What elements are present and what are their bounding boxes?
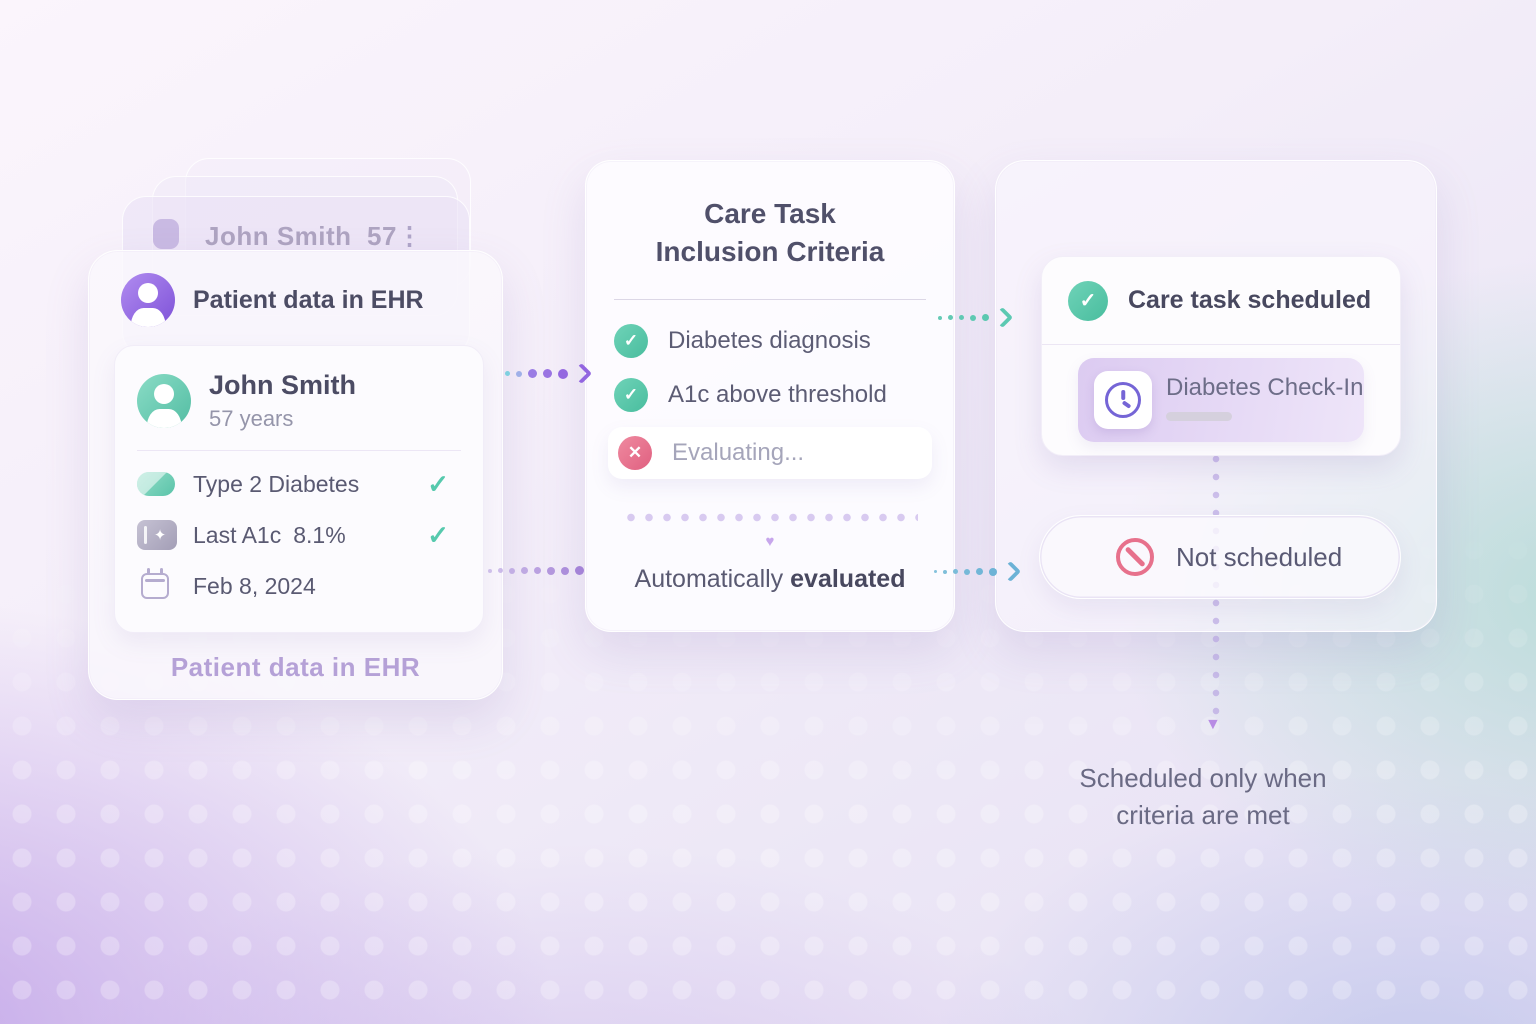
chevron-right-icon: [570, 362, 593, 385]
footer-normal-text: Automatically: [634, 565, 784, 593]
criteria-title-line1: Care Task: [704, 198, 836, 229]
task-progress-bar: [1166, 412, 1232, 421]
x-circle-icon: ✕: [618, 436, 652, 470]
calendar-icon: [141, 568, 169, 599]
patient-avatar-icon: [137, 374, 191, 428]
check-circle-icon: ✓: [1068, 280, 1108, 321]
footnote-line2: criteria are met: [1116, 800, 1290, 830]
dotted-connector-patient-to-evaluated: [488, 566, 584, 575]
footer-bold-text: evaluated: [790, 565, 906, 593]
criteria-item-diagnosis: ✓ Diabetes diagnosis: [614, 319, 932, 363]
patient-detail-card: John Smith 57 years Type 2 Diabetes ✓ ✦ …: [114, 345, 484, 633]
scheduled-card: ✓ Care task scheduled Diabetes Check-In: [1041, 256, 1401, 456]
task-icon-box: [1094, 371, 1152, 429]
flow-arrow-patient-to-criteria: [505, 362, 593, 385]
criteria-title-line2: Inclusion Criteria: [655, 236, 885, 267]
chevron-right-icon: [991, 306, 1014, 329]
diagnosis-row: Type 2 Diabetes ✓: [137, 466, 461, 502]
a1c-card-icon: ✦: [137, 520, 177, 550]
patient-card-title: Patient data in EHR: [193, 285, 424, 314]
chevron-right-icon: [999, 560, 1022, 583]
diagnosis-label: Type 2 Diabetes: [193, 470, 360, 497]
date-label: Feb 8, 2024: [193, 572, 316, 599]
criteria-item-label: A1c above threshold: [668, 381, 887, 408]
person-glyph: [121, 273, 175, 327]
criteria-item-a1c: ✓ A1c above threshold: [614, 373, 932, 417]
user-avatar-icon: [121, 273, 175, 327]
check-icon: ✓: [427, 519, 449, 550]
check-icon: ✓: [427, 468, 449, 499]
kebab-menu-icon[interactable]: ⋮: [396, 222, 422, 250]
date-row: Feb 8, 2024: [137, 568, 461, 604]
patient-card-caption: Patient data in EHR: [170, 652, 421, 682]
patient-card: Patient data in EHR John Smith 57 years …: [88, 250, 503, 700]
flow-arrow-criteria-to-scheduled: [938, 306, 1014, 329]
star-glyph: ✦: [153, 526, 167, 544]
a1c-label: Last A1c: [193, 521, 282, 548]
dotted-divider: [622, 513, 918, 522]
not-scheduled-pill: Not scheduled: [1039, 515, 1401, 599]
footnote: Scheduled only when criteria are met: [1003, 760, 1403, 834]
footnote-line1: Scheduled only when: [1079, 763, 1327, 793]
pill-icon: [137, 472, 175, 496]
ghost-name-text: John Smith: [205, 221, 352, 251]
scheduled-title: Care task scheduled: [1128, 286, 1372, 314]
check-circle-icon: ✓: [614, 378, 648, 412]
criteria-footer: Automatically evaluated: [586, 565, 954, 594]
clock-icon: [1105, 382, 1141, 418]
patient-age: 57 years: [209, 406, 294, 431]
task-name: Diabetes Check-In: [1166, 374, 1364, 401]
heart-icon: ♥: [765, 533, 775, 550]
check-circle-icon: ✓: [614, 324, 648, 358]
down-arrowhead-icon: ▼: [1205, 716, 1221, 733]
person-glyph: [137, 374, 191, 428]
criteria-card: Care Task Inclusion Criteria ✓ Diabetes …: [585, 160, 955, 632]
criteria-item-evaluating: ✕ Evaluating...: [608, 427, 932, 479]
flow-arrow-criteria-to-notscheduled: [934, 560, 1022, 583]
a1c-row: ✦ Last A1c 8.1% ✓: [137, 517, 461, 553]
prohibition-icon: [1116, 538, 1154, 576]
patient-card-header: Patient data in EHR: [89, 251, 502, 327]
patient-name: John Smith: [209, 370, 356, 400]
ghost-age-text: 57: [367, 221, 397, 251]
evaluating-label: Evaluating...: [672, 439, 805, 466]
divider: [614, 299, 926, 300]
criteria-card-title: Care Task Inclusion Criteria: [586, 195, 954, 271]
task-row: Diabetes Check-In: [1078, 358, 1364, 442]
criteria-item-label: Diabetes diagnosis: [668, 327, 871, 354]
patient-profile-row: John Smith 57 years: [137, 370, 461, 432]
ghost-patient-name: John Smith 57: [205, 219, 397, 252]
ghost-avatar-icon: [153, 219, 179, 249]
a1c-value: 8.1%: [293, 521, 346, 548]
outcome-card: ✓ Care task scheduled Diabetes Check-In …: [995, 160, 1437, 632]
scheduled-header: ✓ Care task scheduled: [1042, 257, 1400, 345]
not-scheduled-label: Not scheduled: [1176, 541, 1343, 572]
divider: [137, 450, 461, 451]
